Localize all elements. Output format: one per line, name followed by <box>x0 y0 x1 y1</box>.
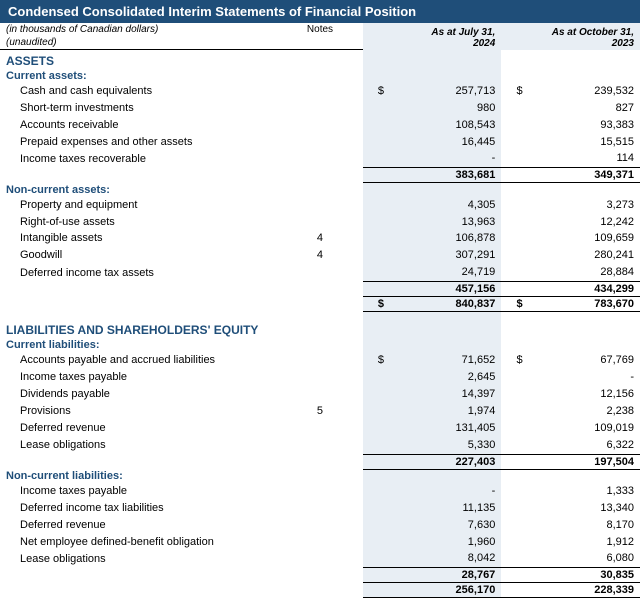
cell-value: 2,238 <box>523 403 640 420</box>
cell-value: 15,515 <box>523 134 640 151</box>
cell-value: 114 <box>523 150 640 167</box>
cell-value: 12,242 <box>523 214 640 231</box>
financial-table: (in thousands of Canadian dollars) Notes… <box>0 23 640 598</box>
sub-current-liab: Current liabilities: <box>0 338 277 352</box>
row-label: Goodwill <box>0 247 277 264</box>
period-1-header: As at July 31,2024 <box>363 23 502 50</box>
cell-value: 980 <box>384 100 501 117</box>
row-label: Intangible assets <box>0 230 277 247</box>
subtotal-value: 197,504 <box>523 454 640 469</box>
sub-current-assets: Current assets: <box>0 69 277 83</box>
row-label: Deferred revenue <box>0 420 277 437</box>
period-2-header: As at October 31,2023 <box>501 23 640 50</box>
cell-value: 1,333 <box>523 483 640 500</box>
row-label: Lease obligations <box>0 437 277 454</box>
units-note: (in thousands of Canadian dollars) <box>0 23 277 36</box>
cell-value: 13,963 <box>384 214 501 231</box>
audit-note: (unaudited) <box>0 36 277 50</box>
row-label: Deferred income tax liabilities <box>0 500 277 517</box>
cell-value: 1,912 <box>523 534 640 551</box>
cell-value: 7,630 <box>384 517 501 534</box>
total-assets-value: 783,670 <box>523 296 640 311</box>
total-assets-value: 840,837 <box>384 296 501 311</box>
cell-value: 5,330 <box>384 437 501 454</box>
sub-noncurrent-liab: Non-current liabilities: <box>0 469 277 483</box>
total-liab-value: 256,170 <box>384 583 501 598</box>
note-ref: 5 <box>277 403 362 420</box>
currency-symbol: $ <box>363 83 384 100</box>
cell-value: 24,719 <box>384 264 501 281</box>
row-label: Income taxes recoverable <box>0 150 277 167</box>
subtotal-value: 457,156 <box>384 281 501 296</box>
cell-value: 109,659 <box>523 230 640 247</box>
row-label: Lease obligations <box>0 550 277 567</box>
row-label: Property and equipment <box>0 197 277 214</box>
cell-value: 13,340 <box>523 500 640 517</box>
section-liabilities: LIABILITIES AND SHAREHOLDERS' EQUITY <box>0 319 277 338</box>
note-ref: 4 <box>277 247 362 264</box>
cell-value: - <box>384 150 501 167</box>
cell-value: 67,769 <box>523 352 640 369</box>
subtotal-value: 383,681 <box>384 168 501 183</box>
cell-value: - <box>384 483 501 500</box>
cell-value: 93,383 <box>523 117 640 134</box>
row-label: Accounts payable and accrued liabilities <box>0 352 277 369</box>
subtotal-value: 28,767 <box>384 568 501 583</box>
cell-value: 1,974 <box>384 403 501 420</box>
row-label: Deferred revenue <box>0 517 277 534</box>
row-label: Income taxes payable <box>0 483 277 500</box>
cell-value: 2,645 <box>384 369 501 386</box>
cell-value: 280,241 <box>523 247 640 264</box>
cell-value: 131,405 <box>384 420 501 437</box>
cell-value: 6,080 <box>523 550 640 567</box>
note-ref: 4 <box>277 230 362 247</box>
statement-container: { "title": "Condensed Consolidated Inter… <box>0 0 640 598</box>
subtotal-value: 349,371 <box>523 168 640 183</box>
row-label: Short-term investments <box>0 100 277 117</box>
row-label: Income taxes payable <box>0 369 277 386</box>
cell-value: 239,532 <box>523 83 640 100</box>
row-label: Net employee defined-benefit obligation <box>0 534 277 551</box>
cell-value: 106,878 <box>384 230 501 247</box>
subtotal-value: 30,835 <box>523 568 640 583</box>
subtotal-value: 434,299 <box>523 281 640 296</box>
row-label: Prepaid expenses and other assets <box>0 134 277 151</box>
cell-value: 1,960 <box>384 534 501 551</box>
cell-value: 307,291 <box>384 247 501 264</box>
row-label: Accounts receivable <box>0 117 277 134</box>
cell-value: 3,273 <box>523 197 640 214</box>
title-bar: Condensed Consolidated Interim Statement… <box>0 0 640 23</box>
total-liab-value: 228,339 <box>523 583 640 598</box>
cell-value: 4,305 <box>384 197 501 214</box>
cell-value: 14,397 <box>384 386 501 403</box>
cell-value: 108,543 <box>384 117 501 134</box>
cell-value: 8,042 <box>384 550 501 567</box>
cell-value: 12,156 <box>523 386 640 403</box>
row-label: Right-of-use assets <box>0 214 277 231</box>
cell-value: 28,884 <box>523 264 640 281</box>
notes-header: Notes <box>277 23 362 36</box>
row-label: Dividends payable <box>0 386 277 403</box>
subtotal-value: 227,403 <box>384 454 501 469</box>
cell-value: 71,652 <box>384 352 501 369</box>
cell-value: 6,322 <box>523 437 640 454</box>
cell-value: 11,135 <box>384 500 501 517</box>
cell-value: - <box>523 369 640 386</box>
row-label: Deferred income tax assets <box>0 264 277 281</box>
sub-noncurrent-assets: Non-current assets: <box>0 183 277 197</box>
cell-value: 257,713 <box>384 83 501 100</box>
row-label: Cash and cash equivalents <box>0 83 277 100</box>
cell-value: 16,445 <box>384 134 501 151</box>
row-label: Provisions <box>0 403 277 420</box>
section-assets: ASSETS <box>0 50 277 70</box>
cell-value: 8,170 <box>523 517 640 534</box>
cell-value: 827 <box>523 100 640 117</box>
cell-value: 109,019 <box>523 420 640 437</box>
